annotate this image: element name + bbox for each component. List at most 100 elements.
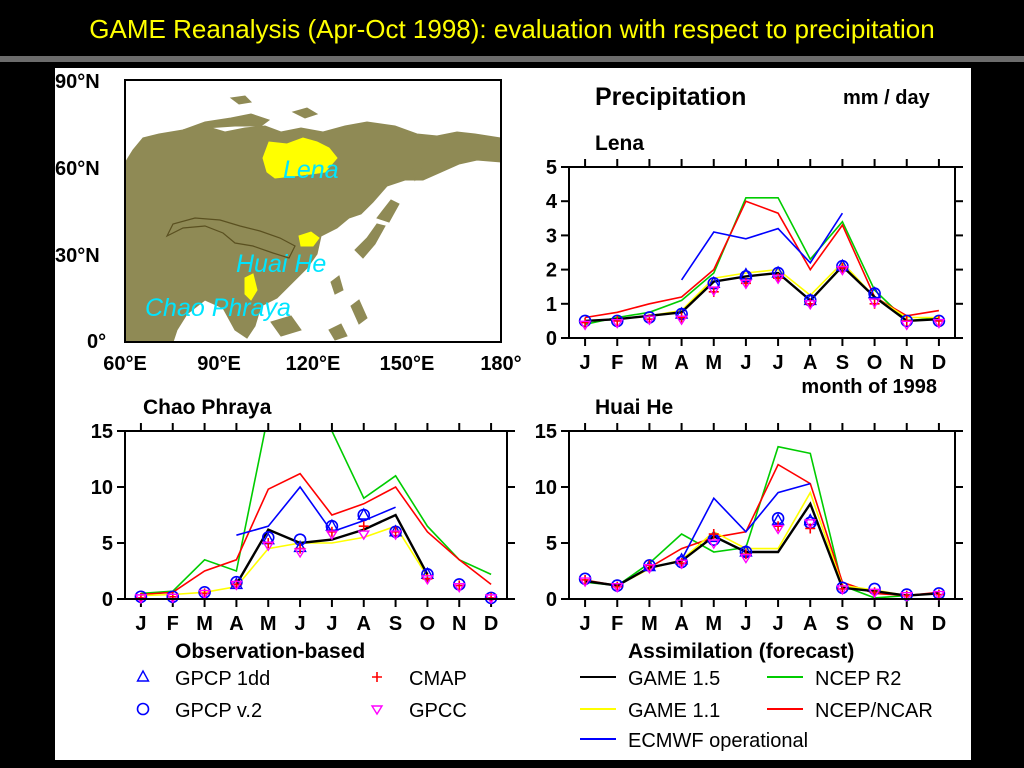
lon-label-150e: 150°E	[380, 353, 435, 375]
marker-cmap	[933, 315, 944, 326]
y-tick-label: 4	[546, 191, 558, 213]
x-tick-label: M	[260, 613, 277, 635]
legend-marker-gpcp-v-2	[136, 702, 150, 716]
marker-gpcc	[643, 315, 656, 326]
y-tick-label: 0	[546, 328, 557, 350]
marker-cmap	[644, 560, 655, 571]
marker-cmap	[773, 521, 784, 532]
basin-label-chao-phraya: Chao Phraya	[145, 294, 291, 322]
marker-gpcc	[610, 582, 624, 594]
legend-observation-title: Observation-based	[175, 640, 365, 663]
land-mask	[124, 95, 502, 343]
legend-label-gpcp-1dd: GPCP 1dd	[175, 668, 270, 690]
y-tick-label: 5	[546, 157, 557, 179]
figure-panel: Precipitation mm / day Lena Huai He Chao…	[55, 68, 971, 760]
land-shape	[328, 323, 348, 341]
x-tick-label: A	[803, 613, 817, 635]
marker-gpcc	[578, 320, 592, 331]
map-border	[124, 79, 502, 343]
x-tick-label: J	[326, 613, 337, 635]
x-tick-label: O	[867, 352, 883, 374]
land-shape	[330, 275, 344, 295]
x-tick-label: M	[196, 613, 213, 635]
y-tick-label: 3	[546, 225, 557, 247]
marker-gpcc	[900, 320, 914, 331]
marker-gpcc	[357, 530, 371, 541]
y-tick-label: 15	[535, 421, 557, 443]
y-tick-label: 10	[535, 477, 557, 499]
marker-gpcc	[389, 530, 402, 541]
marker-gpcc	[421, 575, 434, 586]
marker-gpcc	[452, 582, 466, 594]
legend-label-cmap: CMAP	[409, 668, 467, 690]
marker-gpcc	[739, 279, 753, 290]
marker-gpcc	[803, 519, 817, 530]
x-tick-label: F	[167, 613, 179, 635]
slide-title: GAME Reanalysis (Apr-Oct 1998): evaluati…	[89, 14, 935, 44]
chart-title-huai-he: Huai He	[595, 396, 673, 419]
series-line-game-1-5	[584, 501, 939, 597]
lon-label-120e: 120°E	[286, 353, 341, 375]
marker-gpcp-v-2	[357, 508, 371, 522]
x-tick-label: A	[803, 352, 817, 374]
x-tick-label: D	[484, 613, 498, 635]
plot-frame	[124, 430, 508, 600]
lon-label-90e: 90°E	[197, 353, 241, 375]
series-line-game-1-1	[584, 490, 939, 597]
marker-cmap	[612, 315, 623, 326]
y-tick-label: 5	[102, 533, 113, 555]
legend-marker-cmap	[372, 672, 382, 682]
marker-gpcc	[230, 580, 243, 591]
marker-cmap	[708, 529, 719, 540]
marker-cmap	[263, 538, 274, 548]
marker-gpcc	[675, 315, 688, 326]
series-line-game-1-5	[235, 513, 429, 586]
x-tick-label: D	[932, 352, 946, 374]
x-axis-label: month of 1998	[801, 376, 937, 398]
legend-label-game-1-5: GAME 1.5	[628, 668, 720, 690]
lat-label-30n: 30°N	[55, 245, 100, 267]
marker-gpcc	[707, 286, 721, 297]
marker-cmap	[676, 312, 687, 323]
figure-title: Precipitation	[595, 83, 746, 111]
x-tick-label: O	[867, 613, 883, 635]
marker-gpcc	[707, 539, 721, 550]
lena-basin	[262, 137, 338, 179]
legend-assimilation-items: GAME 1.5 NCEP R2 GAME 1.1 NCEP/NCAR ECMWF op…	[580, 668, 933, 752]
marker-gpcc	[325, 530, 339, 541]
y-tick-label: 0	[102, 589, 113, 611]
plateau-contour	[165, 217, 296, 259]
marker-gpcc	[610, 318, 624, 329]
marker-cmap	[580, 317, 591, 328]
legend: Observation-based Assimilation (forecast…	[136, 640, 933, 752]
lon-label-180: 180°	[480, 353, 521, 375]
x-tick-label: A	[229, 613, 243, 635]
x-tick-label: S	[389, 613, 402, 635]
lat-label-60n: 60°N	[55, 158, 100, 180]
marker-gpcc	[868, 298, 881, 309]
y-tick-label: 5	[546, 533, 557, 555]
marker-gpcp-1dd	[707, 529, 721, 543]
x-tick-label: J	[580, 613, 591, 635]
series-line-ncep-r2	[140, 431, 492, 595]
x-tick-label: J	[580, 352, 591, 374]
legend-label-gpcc: GPCC	[409, 700, 467, 722]
x-tick-label: A	[357, 613, 371, 635]
legend-marker-gpcc	[370, 705, 384, 716]
marker-gpcc	[771, 524, 785, 535]
series-line-game-1-1	[585, 261, 939, 322]
marker-gpcc	[932, 318, 946, 329]
y-tick-label: 15	[91, 421, 113, 443]
x-tick-label: F	[611, 613, 623, 635]
lon-label-60e: 60°E	[103, 353, 147, 375]
x-tick-label: J	[773, 352, 784, 374]
land-shape	[376, 199, 400, 223]
marker-gpcc	[739, 553, 753, 564]
plot-area	[584, 197, 940, 326]
legend-observation-items: GPCP 1dd CMAP GPCP v.2 GPCC	[136, 668, 467, 722]
marker-gpcc	[900, 591, 914, 602]
x-tick-label: J	[740, 352, 751, 374]
x-tick-label: N	[452, 613, 466, 635]
land-shape	[410, 141, 430, 182]
